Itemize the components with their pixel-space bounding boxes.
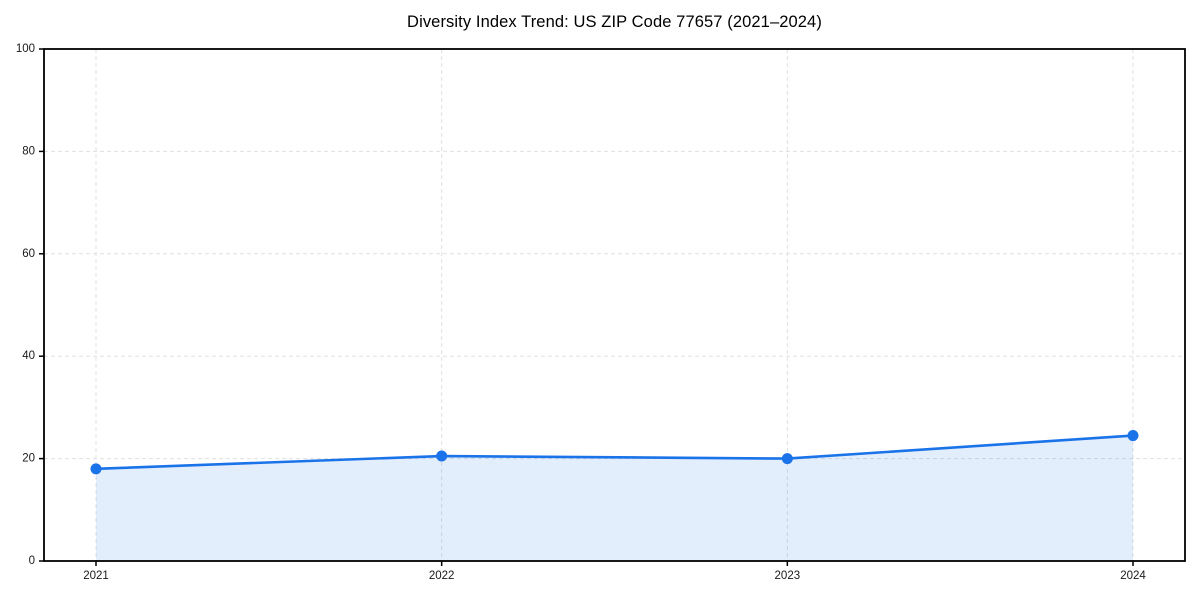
chart-title: Diversity Index Trend: US ZIP Code 77657… <box>407 13 822 31</box>
data-point-marker <box>781 453 793 465</box>
area-fill <box>96 435 1133 561</box>
x-tick-label: 2022 <box>429 570 455 582</box>
data-point-marker <box>436 450 448 462</box>
y-tick-label: 100 <box>16 43 35 55</box>
y-tick-label: 40 <box>22 350 35 362</box>
data-point-marker <box>90 463 102 475</box>
y-tick-label: 0 <box>29 555 35 567</box>
plot-border <box>43 48 1186 562</box>
y-tick-label: 20 <box>22 453 35 465</box>
data-point-marker <box>1127 430 1139 442</box>
x-tick-label: 2021 <box>83 570 109 582</box>
trend-line <box>94 434 1135 471</box>
x-tick-label: 2024 <box>1120 570 1146 582</box>
y-tick-label: 80 <box>22 145 35 157</box>
x-tick-label: 2023 <box>775 570 801 582</box>
y-tick-label: 60 <box>22 248 35 260</box>
